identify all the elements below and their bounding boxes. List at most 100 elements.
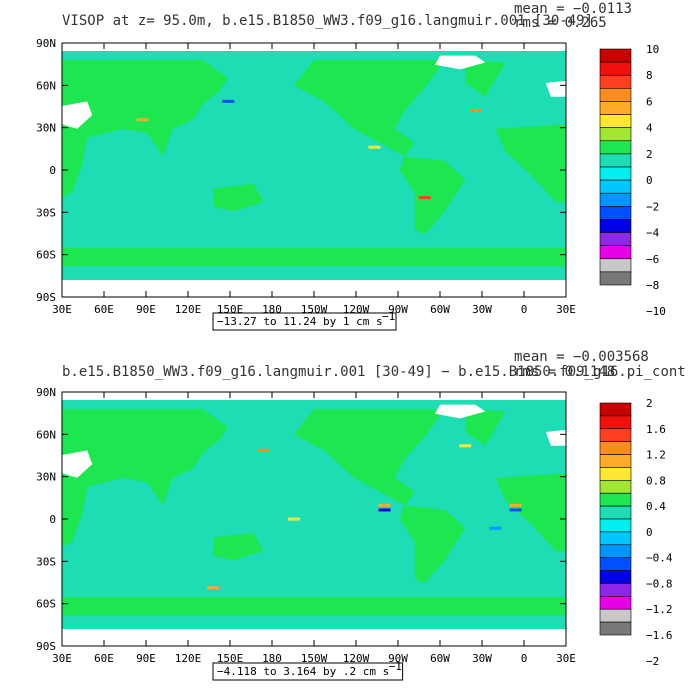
colorbar-label: 1.2: [646, 449, 666, 462]
x-tick-label: 30E: [52, 652, 72, 665]
x-tick-label: 90W: [388, 652, 408, 665]
colorbar-label: 8: [646, 69, 653, 82]
x-tick-label: 90E: [136, 652, 156, 665]
x-tick-label: 30E: [52, 303, 72, 316]
colorbar-swatch: [599, 544, 632, 558]
colorbar-swatch: [599, 153, 632, 168]
anomaly-mark: [257, 448, 270, 452]
x-tick-label: 60W: [430, 652, 450, 665]
colorbar-label: −6: [646, 253, 659, 266]
y-tick-label: 90S: [36, 640, 56, 653]
colorbar-swatch: [599, 492, 632, 507]
colorbar-swatch: [599, 74, 632, 89]
land-region: [465, 409, 506, 446]
y-tick-label: 30N: [36, 122, 56, 135]
colorbar-swatch: [599, 480, 632, 494]
x-tick-label: 30E: [556, 303, 576, 316]
x-tick-label: 90E: [136, 303, 156, 316]
x-tick-label: 150W: [301, 652, 328, 665]
range-label: −13.27 to 11.24 by 1 cm s −1: [212, 310, 397, 331]
range-superscript: −1: [389, 660, 402, 673]
colorbar-swatch: [599, 101, 632, 115]
anomaly-mark: [418, 196, 431, 200]
ice-region: [62, 101, 93, 129]
colorbar-swatch: [599, 179, 632, 194]
colorbar-label: −0.8: [646, 577, 673, 590]
land-region: [399, 156, 466, 235]
colorbar-label: −8: [646, 279, 659, 292]
colorbar-label: 6: [646, 95, 653, 108]
colorbar-swatch: [599, 428, 632, 442]
land-region: [399, 505, 466, 584]
colorbar-label: 2: [646, 148, 653, 161]
y-tick-label: 60N: [36, 79, 56, 92]
x-tick-label: 120W: [343, 652, 370, 665]
x-tick-label: 180: [262, 652, 282, 665]
range-text: −13.27 to 11.24 by 1 cm s: [217, 315, 383, 328]
anomaly-mark: [136, 118, 149, 122]
colorbar-swatch: [599, 402, 632, 417]
range-superscript: −1: [382, 310, 395, 323]
colorbar-label: −1.6: [646, 629, 673, 642]
anomaly-mark: [489, 526, 502, 530]
range-text: −4.118 to 3.164 by .2 cm s: [217, 665, 389, 678]
y-tick-label: 30N: [36, 471, 56, 484]
y-tick-label: 30S: [36, 555, 56, 568]
colorbar-swatch: [599, 127, 632, 142]
mean-label: mean = −0.0113: [514, 1, 632, 17]
anomaly-mark: [368, 145, 381, 149]
colorbar-swatch: [599, 570, 632, 584]
x-tick-label: 60E: [94, 303, 114, 316]
x-tick-label: 120E: [175, 303, 202, 316]
anomaly-mark: [378, 503, 391, 507]
mean-label: mean = −0.003568: [514, 349, 649, 365]
colorbar-swatch: [599, 88, 632, 102]
ice-region: [434, 55, 486, 70]
land-region: [62, 482, 88, 547]
colorbar-swatch: [599, 61, 632, 76]
land-region: [213, 532, 264, 561]
colorbar-label: 0: [646, 174, 653, 187]
range-box: [212, 312, 397, 331]
anomaly-mark: [469, 109, 482, 113]
land-region: [293, 60, 446, 157]
colorbar-swatch: [599, 415, 632, 430]
colorbar-swatch: [599, 271, 632, 286]
land-region: [62, 133, 88, 198]
colorbar-swatch: [599, 219, 632, 233]
land-region: [62, 409, 229, 506]
y-tick-label: 60N: [36, 428, 56, 441]
land-region: [62, 596, 566, 616]
ice-region: [62, 450, 93, 478]
ice-region: [545, 429, 566, 446]
colorbar-label: 10: [646, 43, 659, 56]
x-tick-label: 30W: [472, 303, 492, 316]
colorbar-swatch: [599, 454, 632, 468]
colorbar-swatch: [599, 505, 632, 520]
anomaly-mark: [459, 444, 472, 448]
colorbar-label: −10: [646, 305, 666, 318]
rms-label: rms = 0.265: [514, 15, 607, 31]
land-region: [465, 60, 506, 97]
colorbar-label: 1.6: [646, 423, 666, 436]
land-region: [213, 183, 264, 212]
colorbar-swatch: [599, 621, 632, 636]
anomaly-mark: [207, 586, 220, 590]
ice-region: [545, 80, 566, 97]
colorbar-swatch: [599, 518, 632, 533]
y-tick-label: 30S: [36, 206, 56, 219]
rms-label: rms = 0.1148: [514, 364, 615, 380]
colorbar-swatch: [599, 114, 632, 128]
range-label: −4.118 to 3.164 by .2 cm s −1: [212, 660, 404, 681]
land-region: [495, 124, 566, 203]
x-tick-label: 60W: [430, 303, 450, 316]
anomaly-mark: [222, 99, 235, 103]
colorbar-swatch: [599, 206, 632, 220]
x-tick-label: 30W: [472, 652, 492, 665]
colorbar-swatch: [599, 441, 632, 455]
colorbar-swatch: [599, 192, 632, 207]
colorbar-label: −0.4: [646, 552, 673, 565]
anomaly-mark: [378, 508, 391, 512]
map-panel: VISOP at z= 95.0m, b.e15.B1850_WW3.f09_g…: [36, 1, 666, 331]
